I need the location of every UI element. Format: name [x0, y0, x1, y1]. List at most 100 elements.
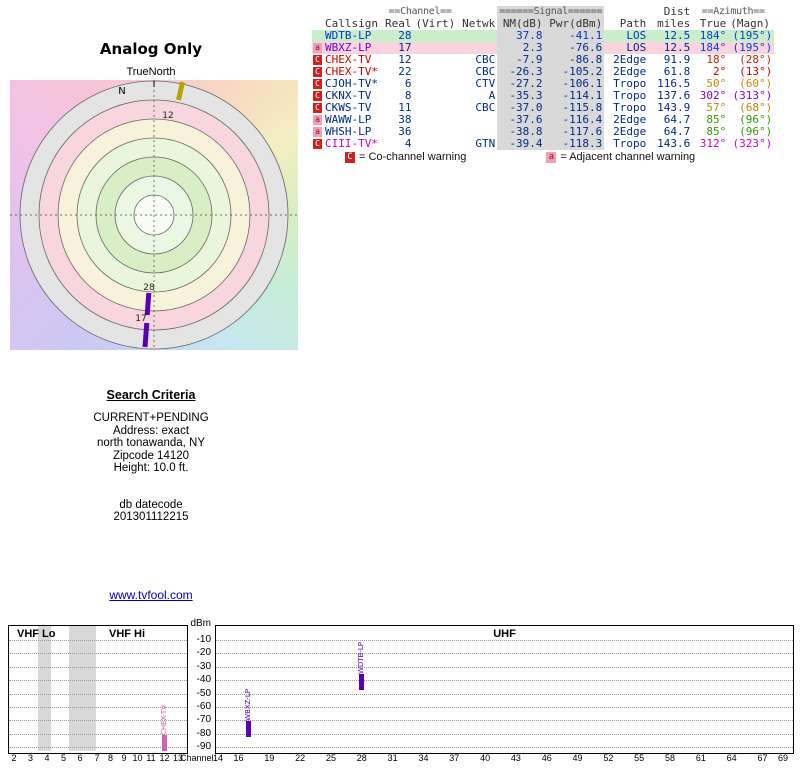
callsign-cell: CIII-TV*	[325, 138, 378, 150]
gridline	[9, 653, 187, 655]
radar-rings: N 12 28 17	[10, 80, 298, 350]
magn-azimuth-cell: (323°)	[732, 138, 773, 150]
table-row: WDTB-LP 28 37.8 -41.1 LOS 12.5 184° (195…	[312, 30, 775, 42]
pwr-cell: -117.6	[544, 126, 605, 138]
tvfool-link[interactable]: www.tvfool.com	[109, 588, 193, 602]
callsign-cell: CKWS-TV	[325, 102, 372, 114]
real-channel-cell: 38	[398, 114, 412, 126]
channel-tick-label: 4	[44, 753, 50, 763]
co-channel-legend-text: = Co-channel warning	[359, 151, 467, 163]
channel-tick-label: 46	[541, 753, 552, 763]
network-cell: A	[488, 90, 496, 102]
channel-tick-label: 11	[146, 753, 156, 763]
dbm-tick-label: -40	[196, 674, 211, 686]
col-netwk: Netwk	[462, 18, 496, 30]
gridline	[216, 720, 793, 722]
warning-flag: C	[313, 55, 322, 65]
nm-cell: -37.0	[497, 102, 545, 114]
marker-ch12	[176, 81, 185, 101]
path-cell: Tropo	[613, 90, 647, 102]
path-cell: Tropo	[613, 102, 647, 114]
gridline	[216, 733, 793, 735]
pwr-cell: -76.6	[544, 42, 605, 54]
channel-tick-label: 16	[233, 753, 244, 763]
channel-tick-label: 13	[172, 753, 183, 763]
callsign-cell: WDTB-LP	[325, 30, 372, 42]
true-azimuth-cell: 85°	[706, 126, 727, 138]
true-azimuth-cell: 85°	[706, 114, 727, 126]
radar-subtitle: TrueNorth	[126, 66, 176, 78]
miles-cell: 61.8	[663, 66, 691, 78]
marker-label-ch17: 17	[135, 314, 146, 324]
miles-cell: 12.5	[663, 42, 691, 54]
callsign-cell: WHSH-LP	[325, 126, 372, 138]
gridline	[216, 680, 793, 682]
channel-tick-label: 49	[572, 753, 583, 763]
miles-cell: 116.5	[657, 78, 691, 90]
callsign-cell: CHEX-TV*	[325, 66, 378, 78]
channel-tick-label: 55	[634, 753, 645, 763]
table-row: C CKWS-TV 11 CBC -37.0 -115.8 Tropo 143.…	[312, 102, 775, 114]
channel-tick-label: 19	[264, 753, 275, 763]
real-channel-cell: 28	[398, 30, 412, 42]
vhf-lo-label: VHF Lo	[17, 628, 56, 640]
col-real: Real	[385, 18, 412, 30]
virt-channel-cell	[414, 126, 458, 138]
channel-axis-label: Channel	[180, 753, 214, 763]
table-group-header-row: ==Channel== ======Signal====== Dist ==Az…	[312, 6, 774, 18]
warning-flag: C	[313, 91, 322, 101]
warning-flag	[313, 31, 322, 41]
col-nm: NM(dB)	[497, 18, 545, 30]
pwr-cell: -116.4	[544, 114, 605, 126]
path-cell: 2Edge	[613, 54, 647, 66]
virt-channel-cell	[414, 66, 458, 78]
signal-bar-label: CHEX-TV	[159, 704, 168, 735]
channel-tick-label: 43	[510, 753, 521, 763]
dbm-tick-label: -30	[196, 660, 211, 672]
warning-legend: C = Co-channel warning a = Adjacent channel…	[345, 151, 695, 163]
warning-flag: C	[313, 79, 322, 89]
warning-flag: a	[313, 43, 322, 53]
channel-tick-label: 58	[664, 753, 675, 763]
gridline	[9, 733, 187, 735]
miles-cell: 91.9	[663, 54, 691, 66]
magn-azimuth-cell: (60°)	[739, 78, 773, 90]
co-channel-flag-icon: C	[345, 151, 355, 163]
gridline	[216, 640, 793, 641]
channel-tick-label: 2	[11, 753, 17, 763]
table-row: a WHSH-LP 36 -38.8 -117.6 2Edge 64.7 85°…	[312, 126, 775, 138]
warning-flag: a	[313, 115, 322, 125]
uhf-panel: UHF WBXZ-LP WDTB-LP	[215, 625, 794, 754]
dist-group-header: Dist	[663, 6, 691, 18]
nm-cell: -7.9	[497, 54, 545, 66]
real-channel-cell: 6	[404, 78, 412, 90]
real-channel-cell: 11	[398, 102, 412, 114]
real-channel-cell: 36	[398, 126, 412, 138]
channel-tick-label: 5	[60, 753, 66, 763]
col-magn: (Magn)	[730, 18, 770, 30]
gridline	[9, 720, 187, 722]
path-cell: LOS	[626, 30, 647, 42]
col-miles: miles	[657, 18, 691, 30]
channel-tick-label: 40	[480, 753, 491, 763]
criteria-line: CURRENT+PENDING	[93, 412, 209, 424]
gridline	[9, 680, 187, 682]
magn-azimuth-cell: (68°)	[739, 102, 773, 114]
criteria-spacer	[20, 475, 282, 499]
criteria-line: Address: exact	[112, 424, 190, 437]
nm-cell: -26.3	[497, 66, 545, 78]
search-criteria-title: Search Criteria	[106, 388, 196, 402]
radar-chart: N 12 28 17	[10, 80, 298, 350]
table-row: C CIII-TV* 4 GTN -39.4 -118.3 Tropo 143.…	[312, 138, 775, 150]
magn-azimuth-cell: (13°)	[739, 66, 773, 78]
gridline	[216, 693, 793, 695]
gridline	[9, 707, 187, 708]
virt-channel-cell	[414, 78, 458, 90]
warning-flag: C	[313, 139, 322, 149]
table-row: a WBXZ-LP 17 2.3 -76.6 LOS 12.5 184° (19…	[312, 42, 775, 54]
channel-tick-label: 61	[695, 753, 706, 763]
network-cell	[457, 30, 497, 42]
channel-group-header: ==Channel==	[388, 6, 452, 17]
gridline	[216, 747, 793, 749]
true-azimuth-cell: 184°	[699, 42, 727, 54]
